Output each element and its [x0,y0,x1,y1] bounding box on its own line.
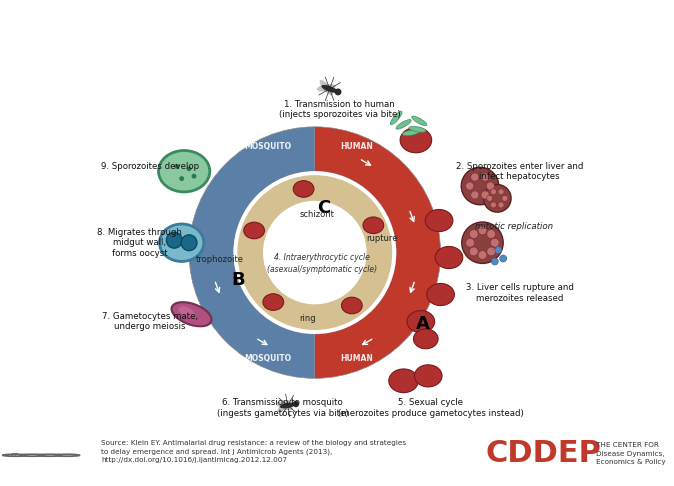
Circle shape [469,247,478,256]
Ellipse shape [402,130,419,136]
Text: 1. Transmission to human
(injects sporozoites via bite): 1. Transmission to human (injects sporoz… [278,100,400,119]
Circle shape [166,232,182,248]
Text: A: A [417,315,430,333]
Text: ring: ring [299,314,315,323]
Circle shape [293,401,299,407]
Circle shape [179,176,184,181]
Circle shape [498,189,504,195]
Text: MOSQUITO: MOSQUITO [245,142,292,151]
Circle shape [491,238,499,247]
Ellipse shape [280,402,296,408]
Text: 7. Gametocytes mate,
undergo meiosis: 7. Gametocytes mate, undergo meiosis [102,312,197,331]
Circle shape [181,235,197,251]
Text: 5. Sexual cycle
(merozoites produce gametocytes instead): 5. Sexual cycle (merozoites produce game… [338,398,524,417]
Ellipse shape [278,400,292,412]
Circle shape [495,247,501,254]
Ellipse shape [389,369,419,393]
Wedge shape [315,127,441,378]
Ellipse shape [263,294,284,311]
Text: C: C [317,199,330,217]
Text: HUMAN: HUMAN [340,142,373,151]
Circle shape [491,189,497,195]
Circle shape [478,251,487,260]
Circle shape [487,195,493,201]
Ellipse shape [427,283,454,306]
Text: Life Cycle of the Malaria Parasite: Life Cycle of the Malaria Parasite [117,19,557,43]
Ellipse shape [413,329,438,349]
Circle shape [499,255,507,262]
Circle shape [466,182,474,190]
Circle shape [483,185,511,212]
Circle shape [187,166,191,171]
Circle shape [502,195,508,201]
Circle shape [233,171,396,334]
Wedge shape [189,127,315,378]
Text: 3. Liver cells rupture and
merozoites released: 3. Liver cells rupture and merozoites re… [466,283,574,303]
Text: 6. Transmission to mosquito
(ingests gametocytes via bite): 6. Transmission to mosquito (ingests gam… [217,398,348,417]
Ellipse shape [425,209,453,231]
Ellipse shape [317,84,336,91]
Circle shape [334,88,342,95]
Ellipse shape [407,311,435,333]
Circle shape [462,222,503,263]
Circle shape [486,182,495,190]
Circle shape [175,164,179,169]
Ellipse shape [179,306,195,317]
Circle shape [498,202,504,208]
Text: 9. Sporozoites develop: 9. Sporozoites develop [100,162,199,171]
Ellipse shape [293,181,314,197]
Text: 2. Sporozoites enter liver and
infect hepatocytes: 2. Sporozoites enter liver and infect he… [456,161,583,181]
Circle shape [478,226,487,235]
Ellipse shape [160,224,204,261]
Text: (asexual/symptomatic cycle): (asexual/symptomatic cycle) [267,265,377,274]
Circle shape [481,191,489,199]
Ellipse shape [435,246,463,269]
Circle shape [466,238,474,247]
Circle shape [191,174,196,179]
Circle shape [491,202,497,208]
Ellipse shape [171,302,212,326]
Ellipse shape [400,127,431,153]
Ellipse shape [363,217,384,234]
Text: Source: Klein EY. Antimalarial drug resistance: a review of the biology and stra: Source: Klein EY. Antimalarial drug resi… [101,440,406,463]
Text: B: B [232,271,245,289]
Ellipse shape [415,365,442,387]
Text: CDDEP: CDDEP [485,439,601,468]
Circle shape [470,173,479,181]
Circle shape [491,258,498,265]
Wedge shape [237,175,392,330]
Text: THE CENTER FOR
Disease Dynamics,
Economics & Policy: THE CENTER FOR Disease Dynamics, Economi… [596,442,666,465]
Ellipse shape [158,151,210,192]
Text: MOSQUITO: MOSQUITO [245,354,292,363]
Circle shape [481,173,489,181]
Circle shape [487,247,495,256]
Text: cc: cc [11,452,19,458]
Circle shape [461,167,499,205]
Circle shape [469,229,478,239]
Ellipse shape [409,126,426,132]
Circle shape [470,191,479,199]
Ellipse shape [342,297,362,314]
Text: 8. Migrates through
midgut wall,
forms oocyst: 8. Migrates through midgut wall, forms o… [97,228,182,258]
Text: mitotic replication: mitotic replication [475,223,553,231]
Ellipse shape [321,85,338,93]
Text: schizont: schizont [300,210,335,219]
Ellipse shape [276,402,293,410]
Ellipse shape [319,80,333,95]
Text: HUMAN: HUMAN [340,354,373,363]
Ellipse shape [244,222,264,239]
Circle shape [487,229,495,239]
Text: 4. Intraerythrocytic cycle: 4. Intraerythrocytic cycle [274,253,370,262]
Text: trophozoite: trophozoite [195,256,243,264]
Ellipse shape [390,111,402,125]
Text: rupture: rupture [367,234,398,243]
Ellipse shape [412,116,427,126]
Ellipse shape [396,120,411,129]
